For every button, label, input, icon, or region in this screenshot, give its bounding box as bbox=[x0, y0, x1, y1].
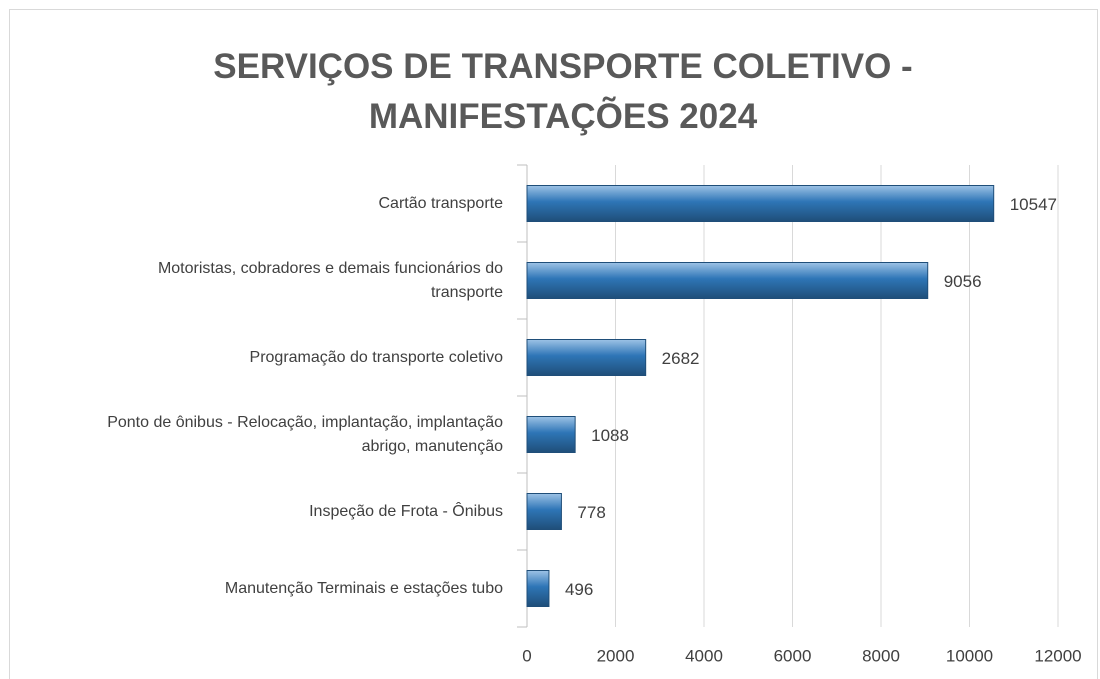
x-tick-label: 12000 bbox=[1034, 646, 1081, 665]
bar bbox=[526, 339, 647, 376]
y-tick-label: Cartão transporte bbox=[378, 194, 503, 212]
y-tick-label: Ponto de ônibus - Relocação, implantação… bbox=[107, 413, 503, 455]
chart-border bbox=[9, 9, 1098, 679]
x-tick-label: 8000 bbox=[862, 646, 900, 665]
y-tick-label: Programação do transporte coletivo bbox=[249, 348, 503, 366]
bar bbox=[526, 570, 550, 607]
y-tick-label: Manutenção Terminais e estações tubo bbox=[224, 579, 503, 597]
x-tick-label: 10000 bbox=[946, 646, 993, 665]
bar bbox=[526, 493, 562, 530]
x-tick-label: 6000 bbox=[774, 646, 812, 665]
data-label: 9056 bbox=[944, 272, 982, 291]
y-tick-label: Motoristas, cobradores e demais funcioná… bbox=[157, 259, 503, 301]
data-label: 2682 bbox=[662, 349, 700, 368]
chart-title: SERVIÇOS DE TRANSPORTE COLETIVO - MANIFE… bbox=[213, 47, 913, 136]
data-label: 496 bbox=[565, 580, 593, 599]
x-tick-label: 0 bbox=[522, 646, 531, 665]
x-tick-label: 2000 bbox=[597, 646, 635, 665]
y-tick-label: Inspeção de Frota - Ônibus bbox=[309, 502, 503, 520]
data-label: 10547 bbox=[1010, 195, 1057, 214]
data-label: 1088 bbox=[591, 426, 629, 445]
x-tick-label: 4000 bbox=[685, 646, 723, 665]
data-label: 778 bbox=[577, 503, 605, 522]
bar bbox=[526, 416, 576, 453]
bar bbox=[526, 262, 929, 299]
bar bbox=[526, 185, 995, 222]
